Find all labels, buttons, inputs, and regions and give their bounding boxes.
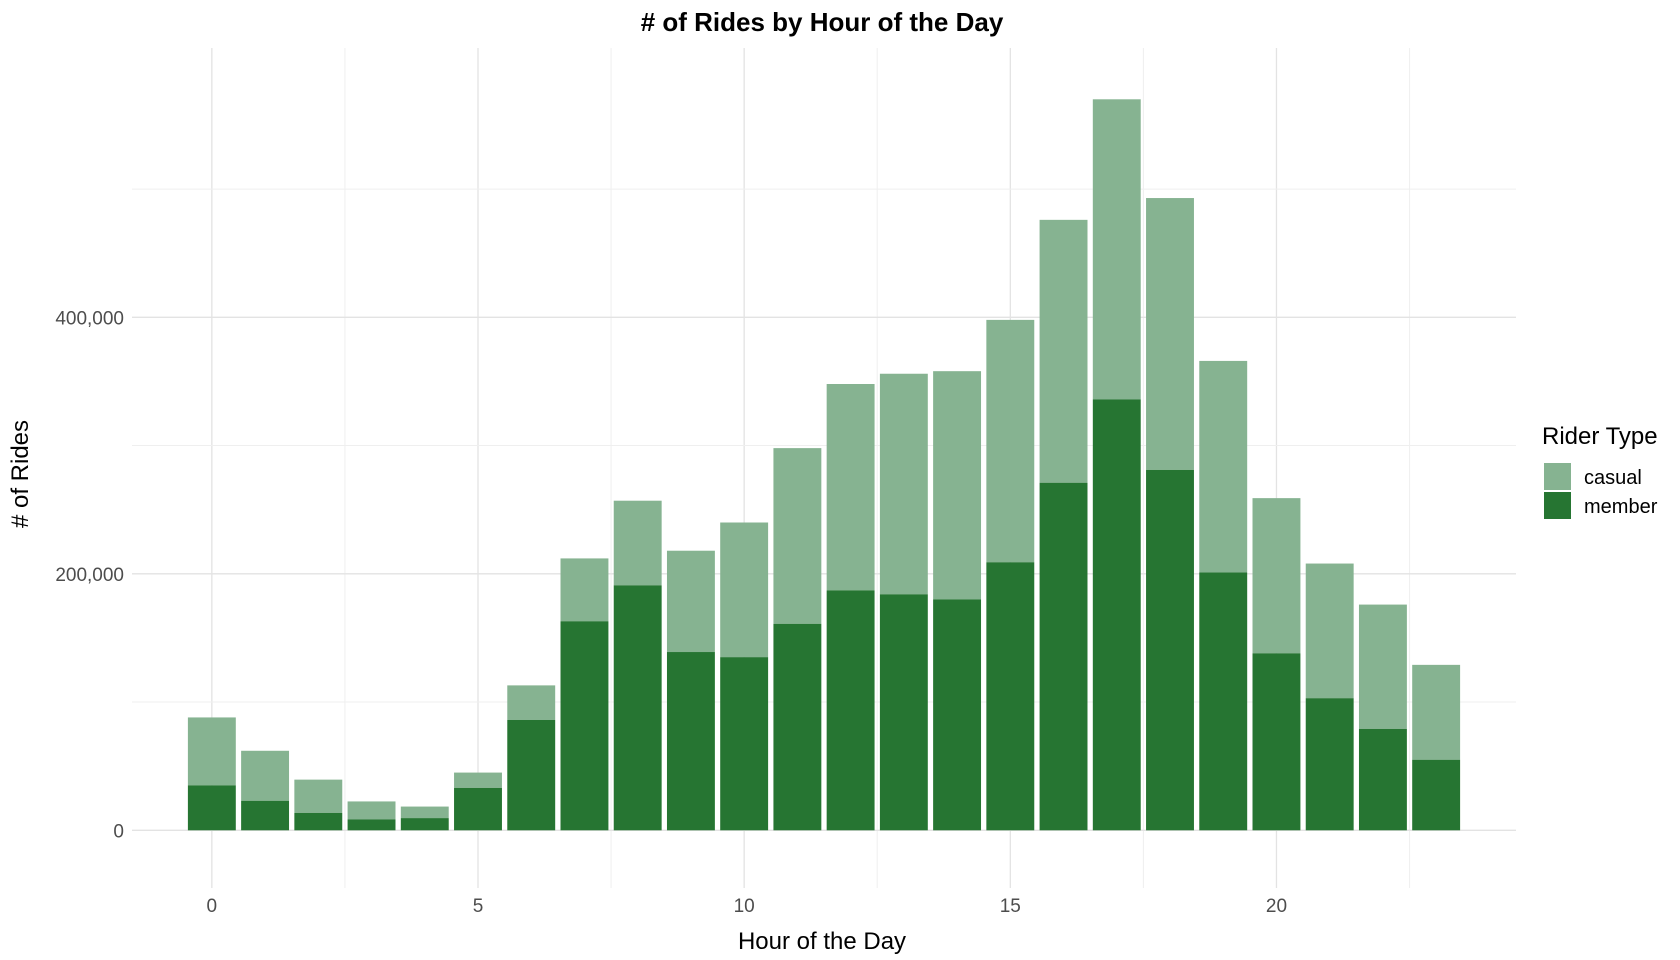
x-tick-label: 20 <box>1266 896 1287 917</box>
y-tick-label: 0 <box>113 821 124 842</box>
legend-label-member: member <box>1584 496 1658 518</box>
bar-member-hour-23 <box>1412 759 1461 831</box>
x-axis-title: Hour of the Day <box>738 928 906 955</box>
bar-member-hour-0 <box>187 785 236 831</box>
bar-member-hour-15 <box>986 562 1035 831</box>
y-tick-label: 400,000 <box>55 308 124 329</box>
bar-casual-hour-16 <box>1039 219 1088 483</box>
bar-casual-hour-10 <box>720 522 769 658</box>
bar-member-hour-3 <box>347 819 396 831</box>
bar-member-hour-6 <box>507 720 556 831</box>
bar-casual-hour-2 <box>294 779 343 813</box>
bar-casual-hour-17 <box>1092 99 1141 400</box>
bar-member-hour-9 <box>666 652 715 831</box>
y-axis-title: # of Rides <box>7 420 34 528</box>
bar-casual-hour-19 <box>1199 360 1248 573</box>
bar-member-hour-14 <box>933 599 982 831</box>
bar-casual-hour-1 <box>241 750 290 801</box>
bar-casual-hour-4 <box>400 806 449 819</box>
bar-member-hour-11 <box>773 623 822 831</box>
bar-casual-hour-3 <box>347 801 396 820</box>
bar-casual-hour-5 <box>454 772 502 788</box>
bar-casual-hour-9 <box>666 550 715 653</box>
bar-member-hour-7 <box>560 621 609 831</box>
bar-casual-hour-13 <box>879 373 928 595</box>
legend-label-casual: casual <box>1584 467 1642 489</box>
bar-casual-hour-0 <box>187 717 236 786</box>
bar-casual-hour-11 <box>773 448 822 624</box>
bar-member-hour-20 <box>1252 653 1301 831</box>
bar-member-hour-2 <box>294 812 343 831</box>
bar-casual-hour-20 <box>1252 498 1301 654</box>
x-tick-label: 10 <box>734 896 755 917</box>
bar-casual-hour-7 <box>560 558 609 622</box>
bar-casual-hour-18 <box>1146 198 1194 470</box>
bars <box>187 99 1461 831</box>
bar-casual-hour-8 <box>613 500 662 586</box>
bar-member-hour-12 <box>826 590 875 831</box>
bar-member-hour-17 <box>1092 399 1141 831</box>
tick-labels: 0 5 10 15 20 0 200,000 400,000 <box>55 308 1287 917</box>
legend-key-casual <box>1544 463 1571 490</box>
legend-key-member <box>1544 492 1571 519</box>
bar-member-hour-21 <box>1305 698 1354 831</box>
bar-member-hour-22 <box>1358 728 1407 831</box>
legend-title: Rider Type <box>1542 423 1658 450</box>
y-tick-label: 200,000 <box>55 565 124 586</box>
bar-member-hour-18 <box>1146 469 1194 831</box>
x-tick-label: 15 <box>1000 896 1021 917</box>
bar-member-hour-13 <box>879 594 928 831</box>
chart-title: # of Rides by Hour of the Day <box>641 7 1004 37</box>
bar-casual-hour-22 <box>1358 604 1407 729</box>
bar-member-hour-5 <box>454 787 502 831</box>
bar-casual-hour-12 <box>826 384 875 591</box>
bar-member-hour-10 <box>720 657 769 831</box>
bar-casual-hour-6 <box>507 685 556 720</box>
bar-casual-hour-15 <box>986 319 1035 563</box>
bar-casual-hour-14 <box>933 371 982 600</box>
bar-member-hour-8 <box>613 585 662 831</box>
bar-casual-hour-23 <box>1412 664 1461 760</box>
bar-member-hour-1 <box>241 800 290 831</box>
bar-member-hour-16 <box>1039 482 1088 831</box>
bar-member-hour-4 <box>400 818 449 831</box>
legend: Rider Type casual member <box>1542 423 1658 519</box>
bar-member-hour-19 <box>1199 572 1248 831</box>
bar-casual-hour-21 <box>1305 563 1354 699</box>
x-tick-label: 0 <box>207 896 218 917</box>
x-tick-label: 5 <box>473 896 484 917</box>
